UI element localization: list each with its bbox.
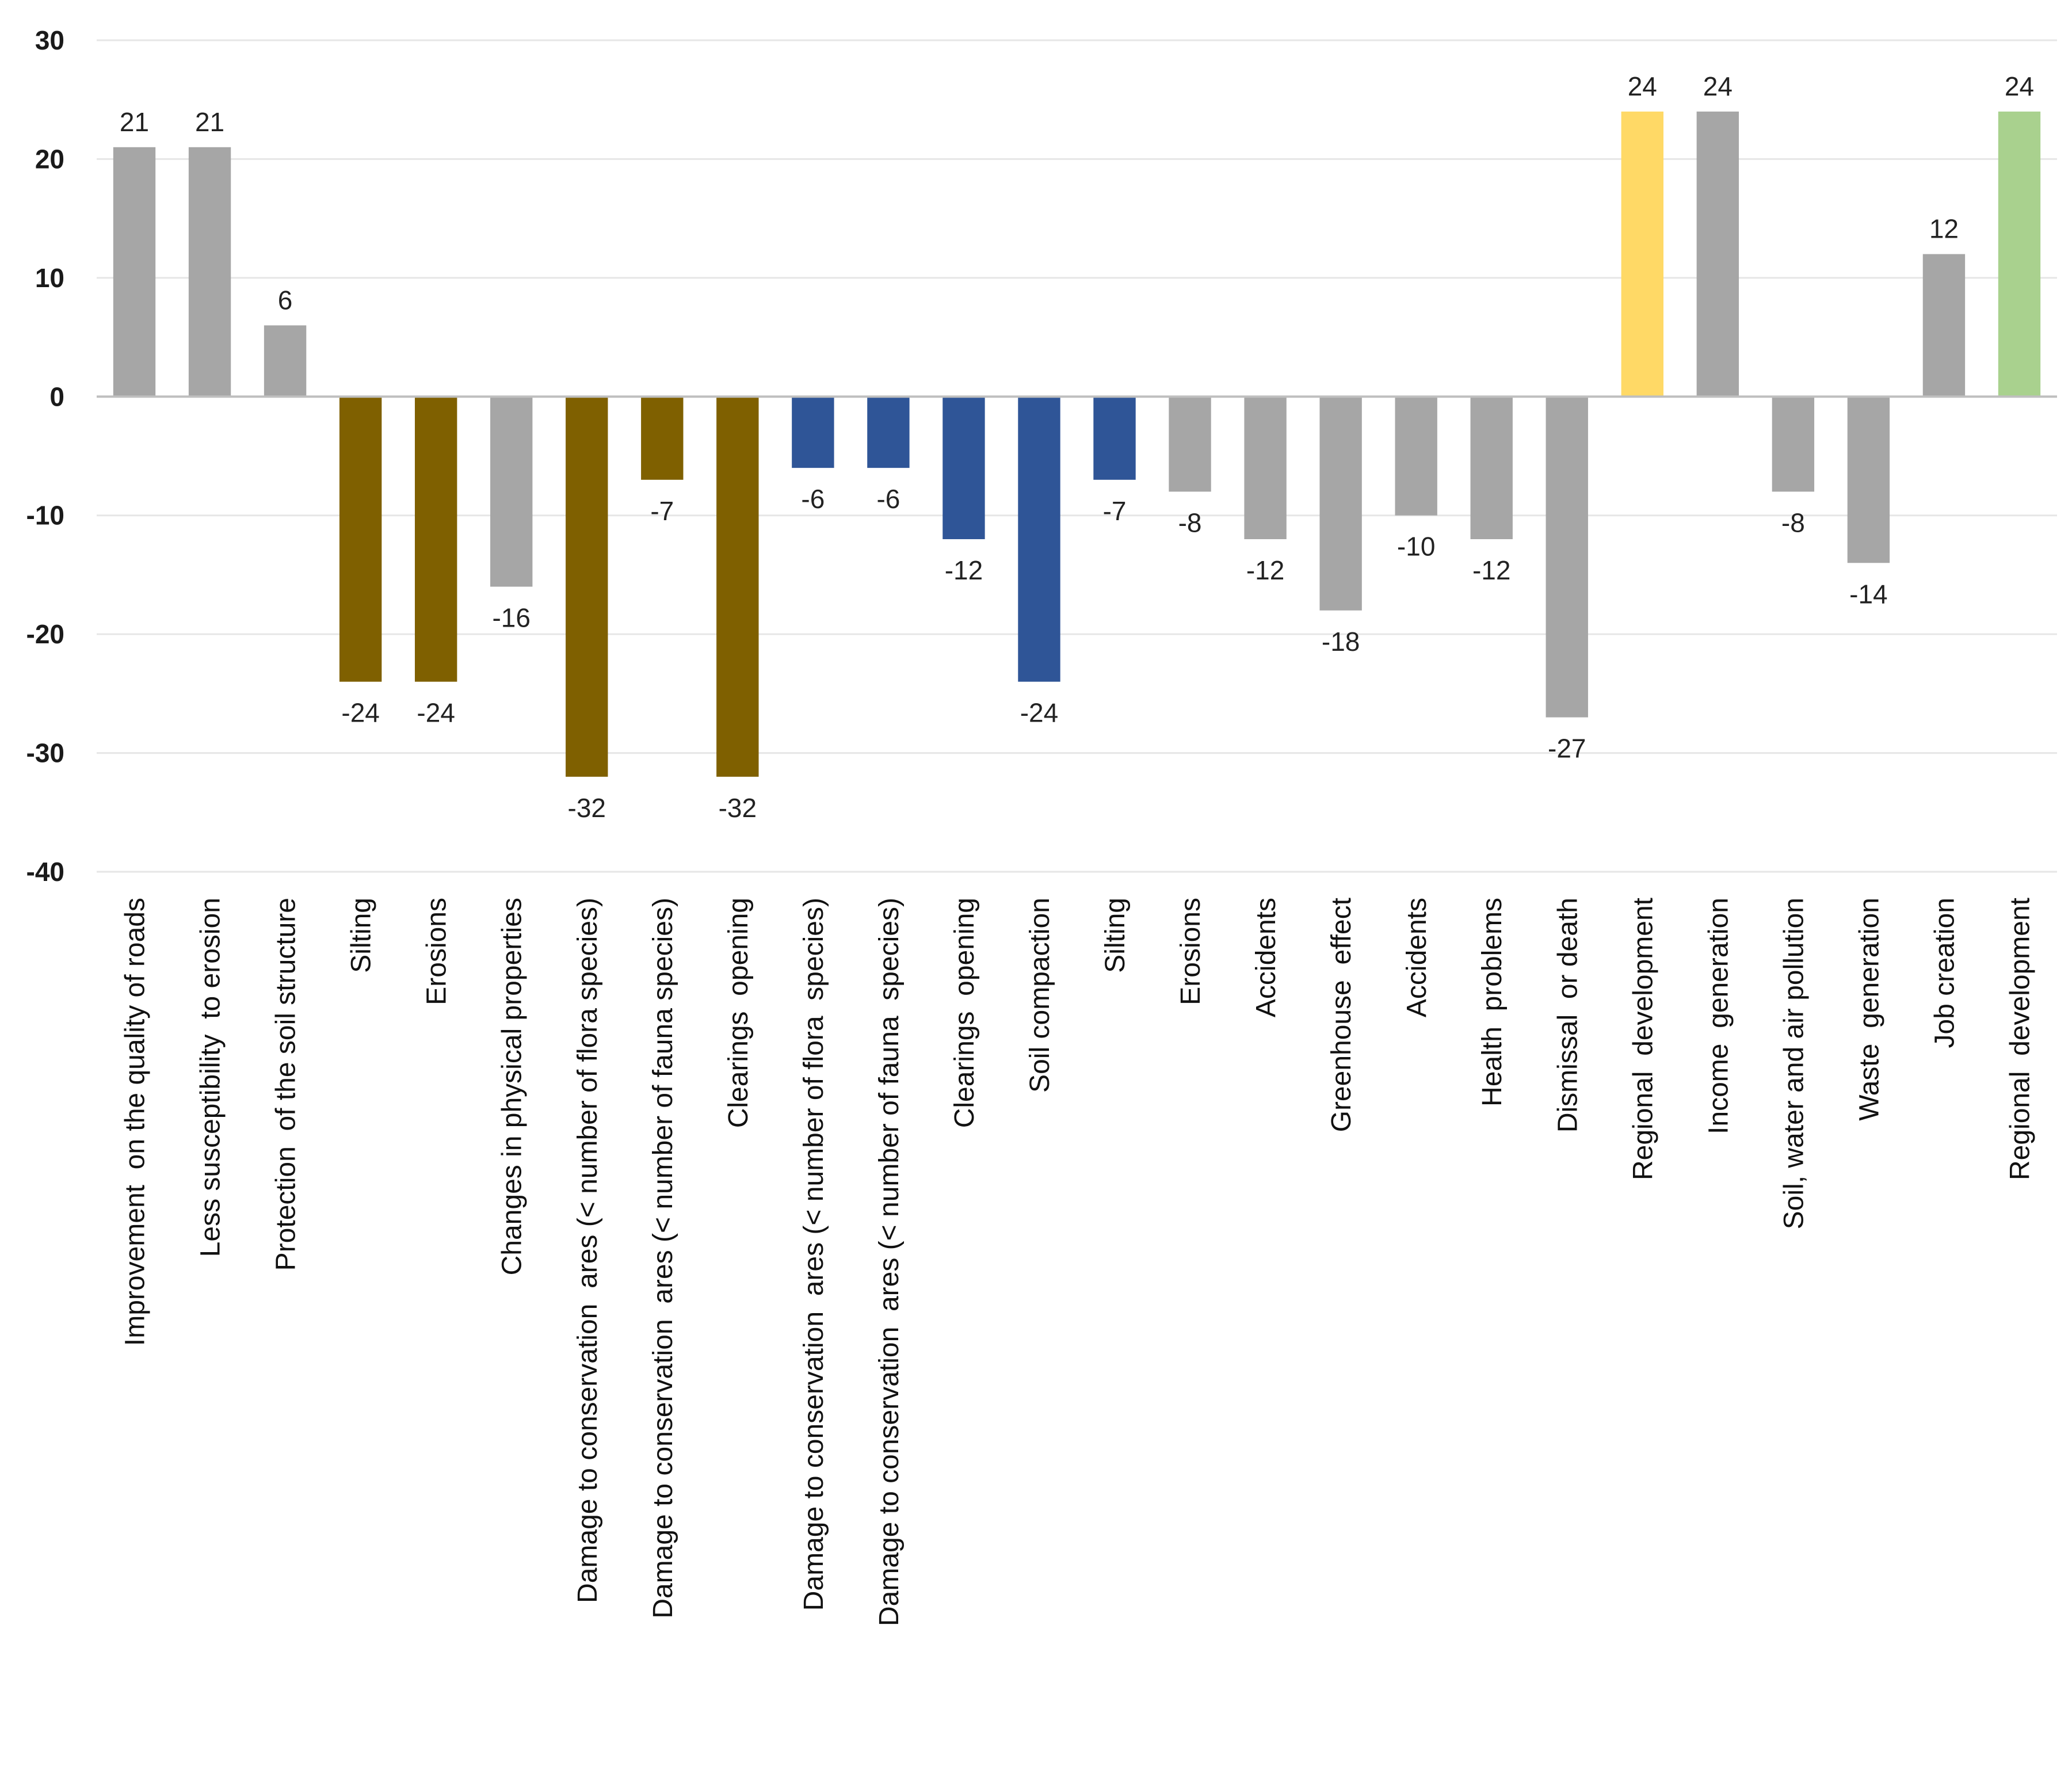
x-tick-label: Health problems xyxy=(1477,898,1508,1107)
data-label: -24 xyxy=(1020,698,1058,728)
x-tick-label: Accidents xyxy=(1251,898,1281,1017)
y-tick-label: -30 xyxy=(26,738,64,768)
data-label: 24 xyxy=(1628,71,1657,101)
y-tick-label: -20 xyxy=(26,619,64,649)
y-tick-label: 20 xyxy=(35,144,64,174)
bar xyxy=(942,396,985,539)
data-label: -24 xyxy=(341,698,379,728)
bar xyxy=(1018,396,1060,682)
x-tick-label: Accidents xyxy=(1402,898,1432,1017)
data-label: -24 xyxy=(417,698,455,728)
data-label: 21 xyxy=(120,107,149,137)
bar xyxy=(113,147,156,397)
data-label: -6 xyxy=(876,484,900,514)
bar xyxy=(1546,396,1588,718)
y-tick-label: 30 xyxy=(35,25,64,55)
x-tick-label: Less susceptibility to erosion xyxy=(196,898,226,1257)
bar xyxy=(867,396,910,468)
x-tick-label: Dismissal or death xyxy=(1552,898,1583,1132)
bar xyxy=(1395,396,1437,516)
bar xyxy=(1847,396,1890,563)
data-label: -12 xyxy=(945,555,983,585)
data-label: 24 xyxy=(2005,71,2034,101)
bar xyxy=(1922,254,1966,397)
data-label: -32 xyxy=(568,793,606,823)
bar xyxy=(792,396,834,468)
bars xyxy=(113,111,2041,777)
bar xyxy=(264,325,307,397)
bar xyxy=(1772,396,1815,492)
data-label: -27 xyxy=(1548,734,1586,764)
data-label: -8 xyxy=(1781,508,1805,537)
x-tick-label: Regional development xyxy=(1628,898,1658,1180)
y-tick-label: 0 xyxy=(49,382,64,411)
x-tick-label: Greenhouse effect xyxy=(1326,898,1357,1132)
data-label: -12 xyxy=(1472,555,1510,585)
data-labels: 21 21 6 -24 -24 -16 -32 -7 -32 -6 -6 -12 -24 -7 -8 -12 -… xyxy=(120,71,2034,823)
bar xyxy=(1169,396,1211,492)
data-label: -6 xyxy=(801,484,825,514)
bar xyxy=(1244,396,1287,539)
x-tick-label: Damage to conservation ares (< number of… xyxy=(573,898,603,1603)
data-label: 12 xyxy=(1929,214,1959,244)
x-tick-label: Changes in physical properties xyxy=(497,898,528,1275)
data-label: 6 xyxy=(278,285,293,315)
x-tick-label: Silting xyxy=(346,898,377,973)
bar xyxy=(339,396,382,682)
x-tick-label: Soil, water and air pollution xyxy=(1779,898,1809,1229)
y-tick-label: -10 xyxy=(26,501,64,531)
data-label: -16 xyxy=(492,603,530,633)
x-tick-label: Erosions xyxy=(422,898,452,1005)
y-tick-label: 10 xyxy=(35,263,64,293)
data-label: -7 xyxy=(1103,496,1127,526)
data-label: -14 xyxy=(1849,579,1887,609)
x-tick-label: Erosions xyxy=(1176,898,1206,1005)
bar xyxy=(1470,396,1513,539)
data-label: -7 xyxy=(650,496,674,526)
x-axis-labels: Improvement on the quality of roads Less … xyxy=(120,898,2036,1626)
bar xyxy=(566,396,608,777)
x-tick-label: Damage to conservation ares (< number of… xyxy=(799,898,829,1611)
x-tick-label: Clearings opening xyxy=(723,898,754,1128)
x-tick-label: Protection of the soil structure xyxy=(271,898,302,1271)
bar xyxy=(1093,396,1136,480)
data-label: -12 xyxy=(1246,555,1284,585)
x-tick-label: Clearings opening xyxy=(949,898,980,1128)
y-axis-ticks: 30 20 10 0 -10 -20 -30 -40 xyxy=(26,25,64,887)
bar xyxy=(188,147,231,397)
bar xyxy=(1998,111,2041,397)
y-tick-label: -40 xyxy=(26,857,64,887)
data-label: 24 xyxy=(1703,71,1733,101)
bar xyxy=(716,396,759,777)
bar xyxy=(490,396,533,587)
bar xyxy=(641,396,684,480)
x-tick-label: Damage to conservation ares (< number of… xyxy=(648,898,678,1619)
x-tick-label: Soil compaction xyxy=(1025,898,1055,1093)
bar xyxy=(1319,396,1362,611)
x-tick-label: Improvement on the quality of roads xyxy=(120,898,151,1346)
x-tick-label: Waste generation xyxy=(1854,898,1884,1121)
x-tick-label: Regional development xyxy=(2005,898,2035,1180)
data-label: -18 xyxy=(1322,627,1360,657)
data-label: -32 xyxy=(719,793,757,823)
x-tick-label: Job creation xyxy=(1929,898,1960,1048)
x-tick-label: Income generation xyxy=(1703,898,1734,1134)
gridlines xyxy=(97,39,2057,873)
bar xyxy=(1696,111,1739,397)
bar xyxy=(1621,111,1663,397)
x-tick-label: Damage to conservation ares (< number of… xyxy=(874,898,905,1626)
data-label: -10 xyxy=(1397,532,1435,562)
bar xyxy=(414,396,457,682)
data-label: 21 xyxy=(195,107,224,137)
x-tick-label: Silting xyxy=(1100,898,1131,973)
data-label: -8 xyxy=(1178,508,1202,537)
